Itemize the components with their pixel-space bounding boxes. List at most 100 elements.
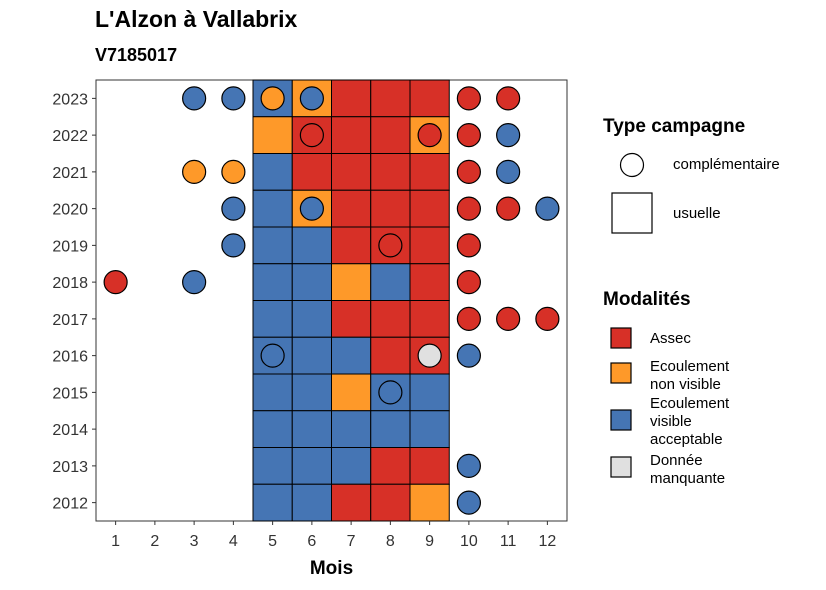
tile-2017-9 (409, 300, 450, 338)
point-2023-6 (299, 86, 324, 111)
point-2023-5 (260, 86, 285, 111)
legend-swatch-ecoulement-visible-acceptable (610, 409, 632, 431)
point-2022-6 (299, 123, 324, 148)
legend-type-item-usuelle: usuelle (673, 205, 721, 223)
legend-mod-line: Ecoulement (650, 395, 730, 412)
x-tick-label-5: 5 (268, 533, 277, 550)
tile-2017-7 (331, 300, 372, 338)
legend-type-campagne: Type campagne (603, 116, 745, 138)
tile-2015-9 (409, 373, 450, 412)
tile-2018-7 (331, 263, 372, 301)
tile-2013-9 (409, 447, 450, 485)
tile-2019-6 (291, 226, 332, 265)
x-tick-label-8: 8 (386, 533, 395, 550)
point-2023-3 (182, 86, 207, 111)
legend-mod-label-non-visible: Ecoulement non visible (650, 358, 729, 394)
tile-2016-6 (291, 336, 332, 375)
tile-2017-5 (252, 300, 293, 338)
point-2019-4 (221, 233, 246, 258)
tile-2021-7 (331, 153, 372, 191)
y-tick-label-2013: 2013 (52, 459, 88, 476)
tile-2015-5 (252, 373, 293, 412)
legend-mod-title: Modalités (603, 289, 691, 310)
tile-2014-9 (409, 410, 450, 448)
tile-2020-9 (409, 189, 450, 228)
y-tick-label-2014: 2014 (52, 422, 88, 439)
tile-2020-8 (370, 189, 411, 228)
point-2022-10 (456, 123, 481, 148)
tile-2017-6 (291, 300, 332, 338)
tile-2019-9 (409, 226, 450, 265)
point-2015-8 (378, 380, 403, 405)
point-2017-11 (496, 306, 521, 331)
y-tick-label-2022: 2022 (52, 128, 88, 145)
point-2016-5 (260, 343, 285, 368)
x-tick-label-12: 12 (538, 533, 556, 550)
point-2017-10 (456, 306, 481, 331)
tile-2018-6 (291, 263, 332, 301)
legend-mod-line: Donnée (650, 452, 703, 469)
legend-mod-line: manquante (650, 470, 726, 487)
x-tick-label-6: 6 (307, 533, 316, 550)
legend-swatch-assec (610, 327, 632, 349)
point-2018-3 (182, 270, 207, 295)
tile-2014-8 (370, 410, 411, 448)
tile-2018-8 (370, 263, 411, 301)
point-2023-11 (496, 86, 521, 111)
y-tick-label-2020: 2020 (52, 202, 88, 219)
tile-2013-5 (252, 447, 293, 485)
point-2020-12 (535, 196, 560, 221)
legend-mod-label-manquante: Donnée manquante (650, 452, 725, 488)
point-2021-11 (496, 159, 521, 184)
legend-mod-label-visible: Ecoulement visible acceptable (650, 395, 729, 449)
x-tick-label-10: 10 (460, 533, 478, 550)
legend-mod-line: Ecoulement (650, 358, 730, 375)
legend-circle-icon (619, 152, 645, 178)
legend-type-label-complementaire: complémentaire (673, 156, 780, 173)
tile-2014-5 (252, 410, 293, 448)
tile-2016-8 (370, 336, 411, 375)
tile-2023-9 (409, 79, 450, 118)
x-tick-label-2: 2 (150, 533, 159, 550)
point-2020-4 (221, 196, 246, 221)
point-2018-1 (103, 270, 128, 295)
point-2021-10 (456, 159, 481, 184)
tile-2017-8 (370, 300, 411, 338)
x-tick-label-1: 1 (111, 533, 120, 550)
point-2022-9 (417, 123, 442, 148)
tile-2022-5 (252, 116, 293, 154)
legend-mod-line: Assec (650, 330, 691, 347)
legend-mod-line: visible (650, 413, 692, 430)
tile-2014-7 (331, 410, 372, 448)
tile-2022-7 (331, 116, 372, 154)
tile-2022-8 (370, 116, 411, 154)
point-2023-10 (456, 86, 481, 111)
point-2016-9 (417, 343, 442, 368)
legend-type-label-usuelle: usuelle (673, 205, 721, 222)
legend-mod-line: acceptable (650, 431, 723, 448)
tile-2012-8 (370, 483, 411, 522)
point-2017-12 (535, 306, 560, 331)
tile-2020-5 (252, 189, 293, 228)
tile-2021-8 (370, 153, 411, 191)
tile-2012-7 (331, 483, 372, 522)
y-tick-label-2012: 2012 (52, 496, 88, 513)
tile-2012-6 (291, 483, 332, 522)
legend-mod-label-assec: Assec (650, 330, 691, 348)
tile-2015-7 (331, 373, 372, 412)
point-2020-10 (456, 196, 481, 221)
tile-2018-5 (252, 263, 293, 301)
tile-2013-6 (291, 447, 332, 485)
tile-2020-7 (331, 189, 372, 228)
point-2016-10 (456, 343, 481, 368)
y-tick-label-2017: 2017 (52, 312, 88, 329)
tile-2013-7 (331, 447, 372, 485)
point-2023-4 (221, 86, 246, 111)
point-2020-11 (496, 196, 521, 221)
y-tick-label-2016: 2016 (52, 349, 88, 366)
point-2019-8 (378, 233, 403, 258)
x-tick-label-11: 11 (500, 533, 517, 550)
point-2018-10 (456, 270, 481, 295)
legend-mod-line: non visible (650, 376, 721, 393)
